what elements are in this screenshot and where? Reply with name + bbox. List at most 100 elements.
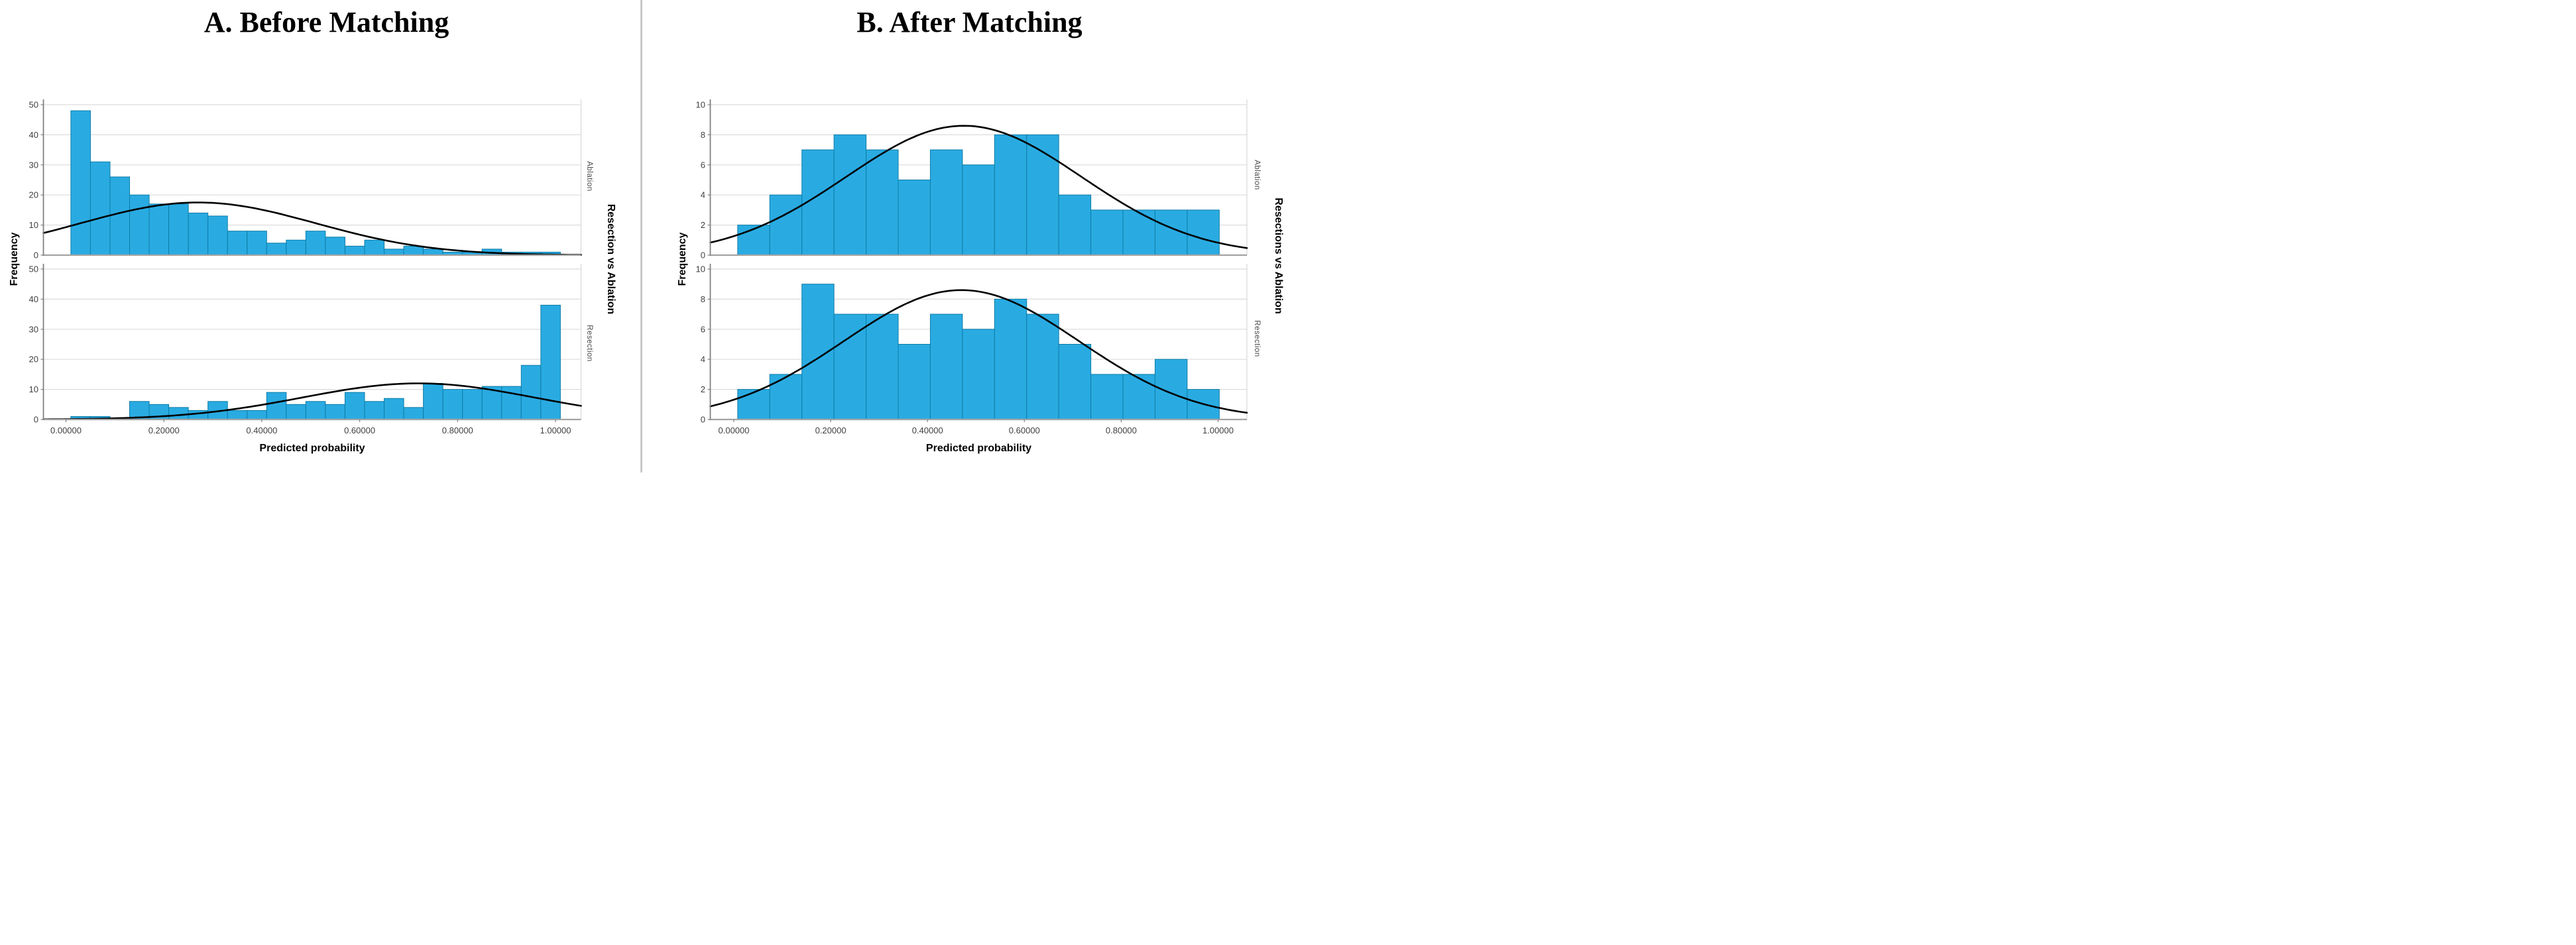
group-label-panel-a: Resection vs Ablation [605,203,616,315]
histogram-bar [898,180,931,256]
histogram-bar [769,374,803,420]
histogram-bar [866,149,899,256]
histogram-bar [929,313,963,420]
normal-curve [709,289,1248,414]
y-tick-label: 4 [701,355,705,364]
subpanel-ablation: 0 2 4 6 8 10 [696,99,1248,260]
histogram-bar [247,231,267,256]
x-tick-label: 0.60000 [1009,425,1040,435]
histogram-bar [1058,344,1092,420]
histogram-bar [1090,209,1124,256]
histogram-bar [423,249,443,256]
y-tick-label: 20 [29,190,38,200]
histogram-bar [929,149,963,256]
histogram-bar [266,243,287,256]
y-tick-label: 8 [701,130,705,140]
histogram-bar [266,392,287,420]
y-tick-label: 0 [34,415,38,425]
normal-curve [709,125,1248,249]
y-tick-label: 10 [696,264,705,274]
x-tick-label: 0.60000 [344,425,375,435]
histogram-panel-before-matching: 0 10 20 30 40 50 0 10 20 30 40 50 0.00000 0.20000 0.40… [29,99,582,435]
subpanel-ablation: 0 10 20 30 40 50 [29,99,582,260]
facet-label-resection-b: Resection [1253,320,1261,357]
y-tick-label: 4 [701,190,705,200]
x-tick-label: 1.00000 [1202,425,1234,435]
histogram-bar [286,404,306,420]
y-tick-label: 0 [34,250,38,260]
x-tick-label: 0.40000 [246,425,277,435]
y-tick-label: 40 [29,130,38,140]
histogram-bar [423,383,443,420]
histogram-bar [1090,374,1124,420]
y-tick-label: 10 [696,100,705,110]
histogram-bar [833,134,867,256]
histogram-bar [344,245,365,256]
y-tick-label: 0 [701,415,705,425]
histogram-bar [286,239,306,256]
histogram-bar [207,215,228,256]
histogram-bar [994,298,1027,420]
normal-curve [42,201,582,256]
y-tick-label: 2 [701,384,705,394]
histogram-bar [227,231,248,256]
x-tick-label: 1.00000 [540,425,571,435]
histogram-bar [1122,209,1155,256]
y-tick-label: 30 [29,324,38,334]
histogram-bar [188,212,209,256]
histogram-bar [403,245,424,256]
histogram-bar [384,398,404,420]
y-tick-label: 8 [701,294,705,304]
histogram-bar [866,313,899,420]
y-tick-label: 50 [29,264,38,274]
x-tick-label: 0.20000 [148,425,180,435]
histogram-bar [833,313,867,420]
y-tick-label: 20 [29,355,38,364]
panel-b-title: B. After Matching [856,6,1083,38]
histogram-bar [168,203,189,256]
panel-divider-line [640,0,642,472]
histogram-panel-after-matching: 0 2 4 6 8 10 0 2 4 6 8 10 0.00000 0.20000 0.40000 0.600… [696,99,1248,435]
histogram-bar [247,410,267,420]
histogram-bar [227,410,248,420]
y-tick-label: 50 [29,100,38,110]
y-axis-title-panel-a: Frequency [9,232,20,286]
x-tick-label: 0.80000 [442,425,473,435]
histogram-bar [1154,359,1188,420]
histogram-bar [1187,209,1220,256]
histogram-bar [70,110,91,256]
normal-curve [42,382,582,420]
histogram-bar [384,249,404,256]
histogram-bar [898,344,931,420]
histogram-bar [325,404,345,420]
histogram-bar [344,392,365,420]
x-axis-title-panel-b: Predicted probability [925,443,1032,454]
histogram-bar [1026,134,1059,256]
y-tick-label: 0 [701,250,705,260]
histogram-bar [129,194,150,256]
y-tick-label: 6 [701,324,705,334]
histogram-bar [1026,313,1059,420]
subpanel-resection: 0 10 20 30 40 50 0.00000 0.20000 0.40000 0.60000 0… [29,264,582,435]
histogram-bar [737,389,770,420]
facet-label-ablation-a: Ablation [585,161,593,192]
histogram-bar [148,203,170,256]
y-tick-label: 10 [29,384,38,394]
histogram-bar [769,194,803,256]
histogram-bar [89,161,111,256]
y-tick-label: 10 [29,220,38,230]
x-tick-label: 0.20000 [815,425,847,435]
histogram-bar [364,401,385,420]
histogram-bar [364,239,385,256]
histogram-bar [994,134,1027,256]
group-label-panel-b: Resections vs Ablation [1273,197,1284,314]
histogram-bar [109,176,131,256]
y-axis-title-panel-b: Frequency [677,232,688,286]
x-tick-label: 0.00000 [50,425,82,435]
histogram-bar [188,410,209,420]
x-tick-label: 0.40000 [912,425,943,435]
figure-page: { "chart_data": [ { "type": "bar", "char… [0,0,1288,472]
histogram-bar [403,407,424,420]
histogram-bar [305,231,326,256]
facet-label-resection-a: Resection [585,325,593,362]
